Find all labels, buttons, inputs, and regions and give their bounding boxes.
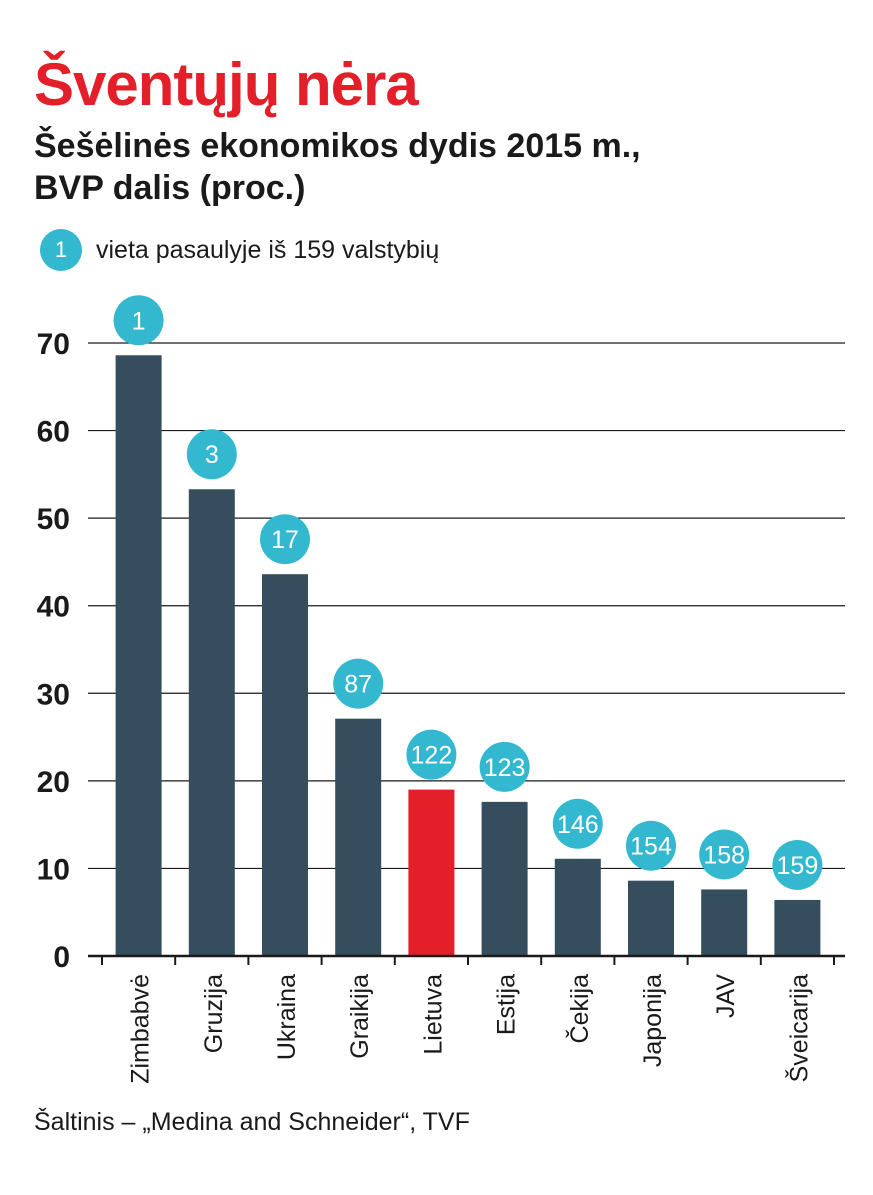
x-tick-label: Lietuva <box>419 974 447 1055</box>
rank-badge-label: 159 <box>777 852 819 880</box>
rank-badge-label: 123 <box>484 754 526 782</box>
y-tick-label: 40 <box>37 591 70 624</box>
x-tick-label: Ukraina <box>273 974 301 1060</box>
rank-badge-label: 87 <box>344 671 372 699</box>
bar-highlight <box>408 789 455 956</box>
rank-badge-label: 158 <box>703 841 745 869</box>
rank-badge <box>186 429 237 480</box>
rank-badge <box>260 514 310 565</box>
rank-badge <box>113 295 164 346</box>
y-tick-label: 60 <box>37 416 70 449</box>
rank-badge <box>626 820 676 871</box>
chart-subtitle: Šešėlinės ekonomikos dydis 2015 m., BVP … <box>34 125 641 209</box>
x-tick-label: Šveicarija <box>784 974 813 1082</box>
y-tick-label: 10 <box>37 853 70 886</box>
legend-rank-marker: 1 <box>40 229 82 271</box>
legend: 1 vieta pasaulyje iš 159 valstybių <box>40 227 439 273</box>
bar <box>701 889 748 956</box>
subtitle-line-2: BVP dalis (proc.) <box>34 169 306 207</box>
rank-badge-label: 154 <box>630 833 672 861</box>
rank-badge <box>699 829 750 880</box>
rank-badge-label: 3 <box>205 441 219 469</box>
y-tick-label: 30 <box>37 678 70 711</box>
subtitle-line-1: Šešėlinės ekonomikos dydis 2015 m., <box>34 127 641 165</box>
rank-badge-label: 17 <box>271 526 299 554</box>
y-tick-label: 50 <box>37 503 70 536</box>
rank-badge <box>333 658 384 709</box>
bar <box>628 880 674 956</box>
x-tick-label: Estija <box>493 974 521 1035</box>
rank-badge-label: 122 <box>411 742 453 770</box>
x-tick-label: Japonija <box>639 974 667 1067</box>
x-tick-label: Gruzija <box>200 974 228 1053</box>
x-tick-label: Čekija <box>565 974 594 1044</box>
rank-badge-label: 1 <box>132 307 146 335</box>
x-tick-label: Graikija <box>346 974 374 1059</box>
bar <box>188 489 235 956</box>
bar <box>335 718 382 956</box>
bar <box>481 801 528 956</box>
y-tick-label: 0 <box>53 941 70 974</box>
x-tick-label: Zimbabvė <box>127 974 155 1084</box>
rank-badge <box>552 798 603 849</box>
y-tick-label: 20 <box>37 766 70 799</box>
chart-title: Šventųjų nėra <box>34 51 419 118</box>
rank-badge <box>772 839 823 890</box>
bar <box>554 858 601 956</box>
bar <box>115 355 162 956</box>
bar-chart: 0 10 20 30 40 50 60 70 1 Zimbabvė 3 Gruzija 17 Ukrain… <box>37 295 845 1084</box>
rank-badge <box>479 741 530 792</box>
source-note: Šaltinis – „Medina and Schneider“, TVF <box>34 1108 470 1136</box>
legend-text: vieta pasaulyje iš 159 valstybių <box>96 235 440 264</box>
bar <box>262 574 308 956</box>
bar <box>774 899 821 956</box>
x-tick-label: JAV <box>712 974 740 1018</box>
rank-badge-label: 146 <box>557 811 599 839</box>
rank-badge <box>406 729 457 780</box>
y-tick-label: 70 <box>37 328 70 361</box>
